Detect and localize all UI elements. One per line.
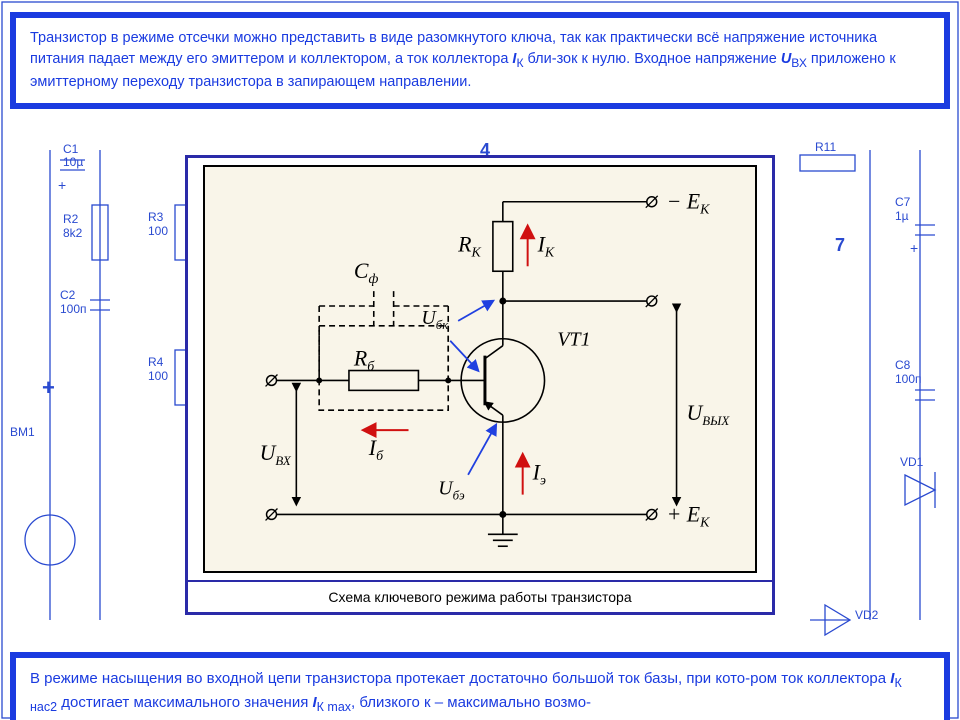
- svg-text:Cф: Cф: [354, 259, 379, 287]
- svg-text:RК: RК: [457, 232, 481, 260]
- svg-text:VT1: VT1: [557, 329, 590, 351]
- svg-text:+: +: [42, 375, 55, 400]
- top-ik-sub: К: [516, 56, 523, 70]
- top-text-block: Транзистор в режиме отсечки можно предст…: [10, 12, 950, 109]
- svg-text:+: +: [910, 240, 918, 256]
- bg-label-r3: R3: [148, 210, 163, 224]
- bg-label-r2v: 8k2: [63, 226, 82, 240]
- svg-text:Iб: Iб: [368, 436, 384, 464]
- bg-label-c1v: 10µ: [63, 155, 83, 169]
- svg-text:Uбк: Uбк: [421, 307, 449, 332]
- top-uvx-sub: ВХ: [791, 56, 807, 70]
- bottom-text-2: достигает максимального значения: [57, 694, 312, 711]
- bg-label-c7: C7: [895, 195, 910, 209]
- bg-label-r4: R4: [148, 355, 163, 369]
- bg-label-c1: C1: [63, 142, 78, 156]
- svg-text:UВЫХ: UВЫХ: [686, 401, 730, 428]
- bottom-ik2-sub: К max: [317, 700, 351, 714]
- bg-label-7: 7: [835, 235, 845, 256]
- bg-label-r2: R2: [63, 212, 78, 226]
- bg-label-r11: R11: [815, 140, 836, 154]
- bottom-text-1: В режиме насыщения во входной цепи транз…: [30, 670, 890, 687]
- circuit-svg: − EК + EК RК IК Cф Rб Iб Uбк Uбэ Iэ VT1 …: [205, 167, 755, 568]
- svg-text:Rб: Rб: [353, 347, 375, 375]
- top-uvx: U: [781, 51, 791, 67]
- bg-label-bm1: BM1: [10, 425, 35, 439]
- bg-label-vd2: VD2: [855, 608, 878, 622]
- svg-text:+: +: [58, 177, 66, 193]
- bg-label-c8v: 100п: [895, 372, 922, 386]
- bg-label-c2: C2: [60, 288, 75, 302]
- bg-label-c7v: 1µ: [895, 209, 909, 223]
- svg-text:UВХ: UВХ: [260, 441, 292, 468]
- svg-text:− EК: − EК: [667, 190, 711, 218]
- bottom-text-3: , близкого к – максимально возмо-: [351, 694, 591, 711]
- figure-caption: Схема ключевого режима работы транзистор…: [188, 580, 772, 612]
- svg-text:Iэ: Iэ: [532, 461, 546, 489]
- top-text-2: бли-зок к нулю. Входное напряжение: [524, 51, 781, 67]
- bg-label-c2v: 100п: [60, 302, 87, 316]
- bg-label-vd1: VD1: [900, 455, 923, 469]
- svg-text:Uбэ: Uбэ: [438, 478, 465, 503]
- svg-text:+ EК: + EК: [667, 502, 711, 530]
- circuit-figure: − EК + EК RК IК Cф Rб Iб Uбк Uбэ Iэ VT1 …: [185, 155, 775, 615]
- svg-text:IК: IК: [537, 232, 555, 260]
- bottom-text-block: В режиме насыщения во входной цепи транз…: [10, 652, 950, 720]
- bg-label-r3v: 100: [148, 224, 168, 238]
- bg-label-r4v: 100: [148, 369, 168, 383]
- bg-label-c8: C8: [895, 358, 910, 372]
